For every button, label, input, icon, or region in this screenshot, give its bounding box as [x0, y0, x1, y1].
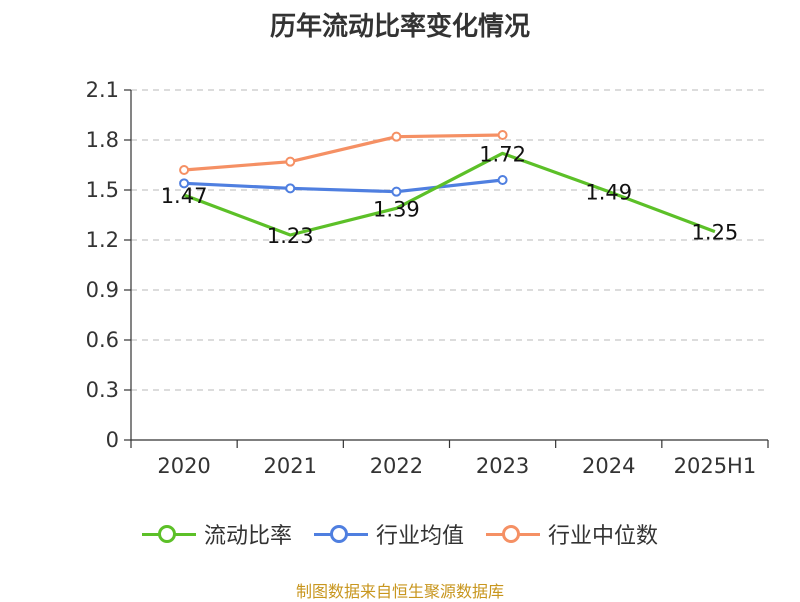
legend-swatch-industry-median [486, 522, 540, 546]
legend-label: 行业均值 [375, 524, 464, 549]
series-line [183, 133, 503, 172]
source-note: 制图数据来自恒生聚源数据库 [295, 582, 504, 601]
data-labels: 1.47 1.23 1.39 1.72 1.49 1.25 [161, 142, 739, 248]
data-point [391, 186, 402, 197]
x-tick-label: 2022 [370, 454, 423, 478]
y-tick-label: 0.9 [86, 278, 119, 302]
x-tick-label: 2023 [476, 454, 529, 478]
legend-swatch-current-ratio [141, 522, 196, 546]
y-tick-label: 2.1 [86, 78, 119, 102]
y-tick-label: 0.3 [86, 378, 119, 402]
data-point [285, 183, 296, 194]
series-lines [179, 130, 716, 237]
legend-label: 行业中位数 [548, 524, 659, 549]
data-point [179, 178, 190, 189]
data-label: 1.72 [479, 142, 526, 166]
y-tick-label: 1.2 [86, 228, 119, 252]
chart-title: 历年流动比率变化情况 [269, 12, 530, 42]
legend-label: 流动比率 [203, 524, 292, 549]
data-label: 1.39 [373, 197, 420, 221]
data-point [179, 165, 190, 175]
y-tick-label: 1.8 [86, 128, 119, 152]
data-label: 1.47 [161, 184, 208, 208]
y-tick-label: 0 [106, 428, 119, 452]
series-line [183, 151, 716, 237]
data-point [391, 131, 402, 142]
legend-item-current-ratio[interactable]: 流动比率 [141, 518, 292, 550]
grid-lines [131, 89, 768, 391]
x-tick-label: 2025H1 [674, 454, 757, 478]
y-tick-label: 1.5 [86, 178, 119, 202]
line-chart: 0 0.3 0.6 0.9 1.2 1.5 1.8 2.1 2020 2021 2022 2023 20… [86, 78, 769, 478]
x-tick-label: 2024 [582, 454, 635, 478]
legend: 流动比率 行业均值 行业中位数 [0, 518, 800, 550]
axes: 0 0.3 0.6 0.9 1.2 1.5 1.8 2.1 2020 2021 2022 2023 20… [86, 78, 769, 478]
data-point [285, 156, 296, 167]
series-line [184, 178, 503, 194]
data-point [497, 130, 508, 140]
legend-item-industry-mean[interactable]: 行业均值 [313, 518, 464, 550]
legend-item-industry-median[interactable]: 行业中位数 [486, 518, 658, 550]
y-tick-label: 0.6 [86, 328, 119, 352]
data-label: 1.23 [267, 224, 314, 248]
legend-swatch-industry-mean [313, 522, 368, 546]
data-point [497, 175, 508, 185]
x-tick-label: 2020 [157, 454, 210, 478]
data-label: 1.25 [692, 221, 739, 245]
data-label: 1.49 [585, 181, 632, 205]
x-tick-label: 2021 [264, 454, 317, 478]
